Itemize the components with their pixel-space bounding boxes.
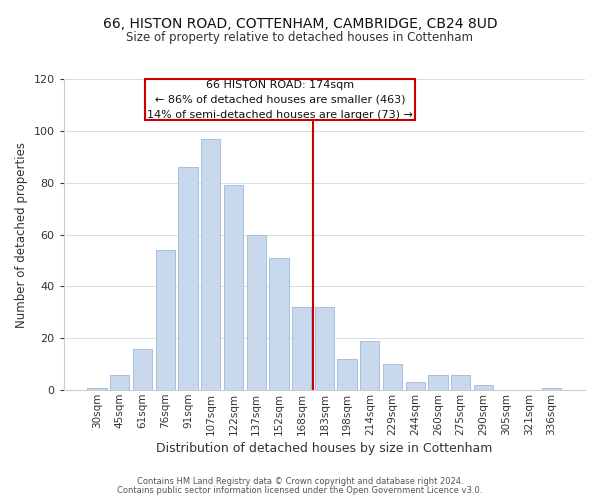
Bar: [247, 234, 266, 390]
Bar: [428, 374, 448, 390]
Bar: [224, 186, 243, 390]
Text: Size of property relative to detached houses in Cottenham: Size of property relative to detached ho…: [127, 31, 473, 44]
Text: 66 HISTON ROAD: 174sqm
← 86% of detached houses are smaller (463)
14% of semi-de: 66 HISTON ROAD: 174sqm ← 86% of detached…: [147, 80, 413, 120]
Text: Contains public sector information licensed under the Open Government Licence v3: Contains public sector information licen…: [118, 486, 482, 495]
Y-axis label: Number of detached properties: Number of detached properties: [15, 142, 28, 328]
Bar: [88, 388, 107, 390]
Bar: [474, 385, 493, 390]
Bar: [269, 258, 289, 390]
Bar: [406, 382, 425, 390]
X-axis label: Distribution of detached houses by size in Cottenham: Distribution of detached houses by size …: [156, 442, 493, 455]
Text: 66, HISTON ROAD, COTTENHAM, CAMBRIDGE, CB24 8UD: 66, HISTON ROAD, COTTENHAM, CAMBRIDGE, C…: [103, 18, 497, 32]
Bar: [292, 307, 311, 390]
Bar: [451, 374, 470, 390]
Bar: [201, 138, 220, 390]
Bar: [360, 341, 379, 390]
Text: Contains HM Land Registry data © Crown copyright and database right 2024.: Contains HM Land Registry data © Crown c…: [137, 477, 463, 486]
Bar: [110, 374, 130, 390]
Bar: [155, 250, 175, 390]
Bar: [337, 359, 357, 390]
Bar: [133, 348, 152, 390]
Bar: [314, 307, 334, 390]
Bar: [145, 79, 415, 120]
Bar: [178, 167, 197, 390]
Bar: [542, 388, 562, 390]
Bar: [383, 364, 402, 390]
